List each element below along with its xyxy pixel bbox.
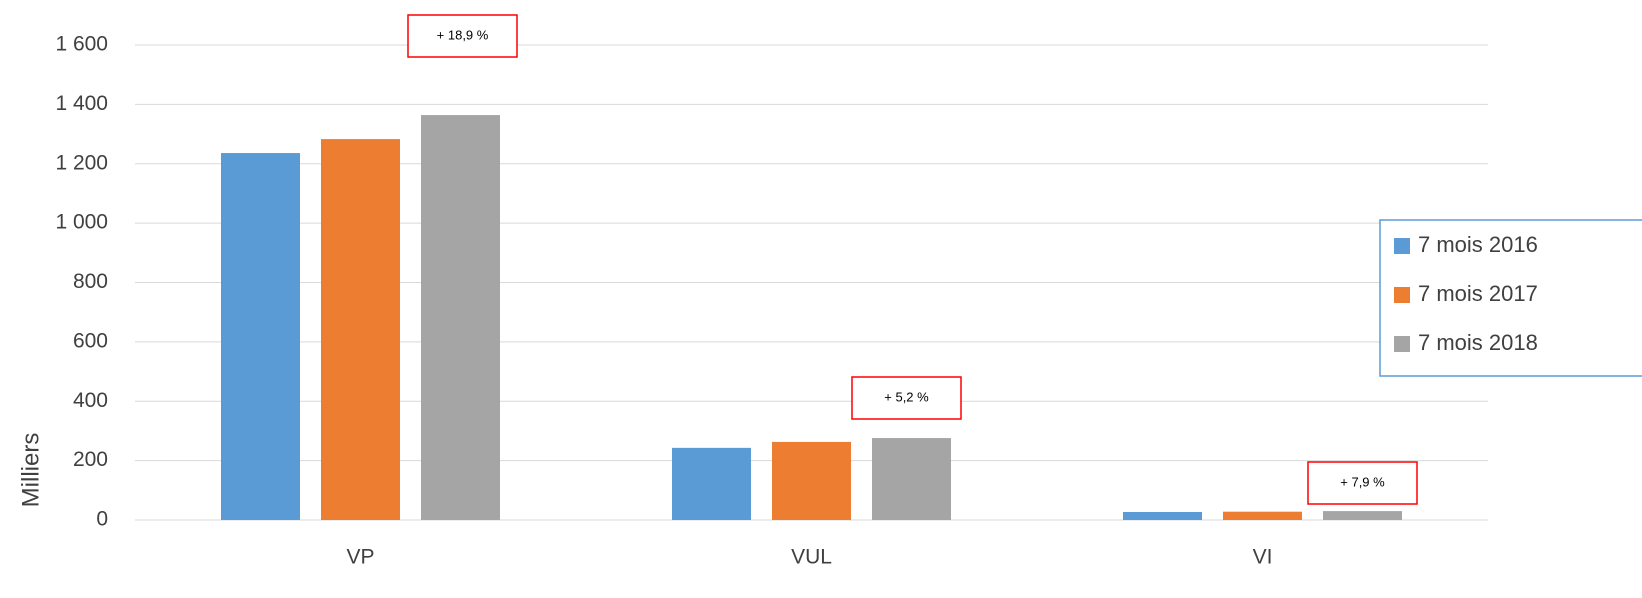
bar	[772, 441, 851, 520]
x-tick-label: VUL	[791, 546, 832, 569]
legend-swatch	[1394, 336, 1410, 352]
bar	[872, 438, 951, 520]
x-tick-label: VP	[346, 546, 374, 569]
legend-label: 7 mois 2018	[1418, 330, 1538, 355]
legend-box	[1379, 219, 1642, 377]
annotation: + 5,2 %	[884, 389, 929, 404]
y-axis-label: Milliers	[17, 433, 44, 508]
legend-swatch	[1394, 238, 1410, 254]
bar	[421, 115, 500, 520]
bar	[221, 153, 300, 520]
annotation-box	[1307, 461, 1418, 505]
y-tick-label: 600	[73, 329, 108, 352]
y-tick-label: 0	[96, 508, 108, 531]
legend-label: 7 mois 2016	[1418, 232, 1538, 257]
legend-label: 7 mois 2017	[1418, 281, 1538, 306]
bar	[1223, 511, 1302, 520]
bar	[1323, 511, 1402, 520]
x-tick-label: VI	[1253, 546, 1273, 569]
y-tick-label: 1 600	[55, 33, 108, 56]
bar	[672, 447, 751, 520]
annotation-box	[851, 376, 962, 420]
y-tick-label: 1 200	[55, 151, 108, 174]
annotation: + 18,9 %	[437, 27, 489, 42]
bar	[1123, 511, 1202, 520]
legend-swatch	[1394, 287, 1410, 303]
y-tick-label: 1 000	[55, 211, 108, 234]
y-tick-label: 200	[73, 448, 108, 471]
y-tick-label: 800	[73, 270, 108, 293]
y-tick-label: 400	[73, 389, 108, 412]
annotation: + 7,9 %	[1340, 474, 1385, 489]
bar	[321, 139, 400, 520]
annotation-box	[407, 14, 518, 58]
y-tick-label: 1 400	[55, 92, 108, 115]
